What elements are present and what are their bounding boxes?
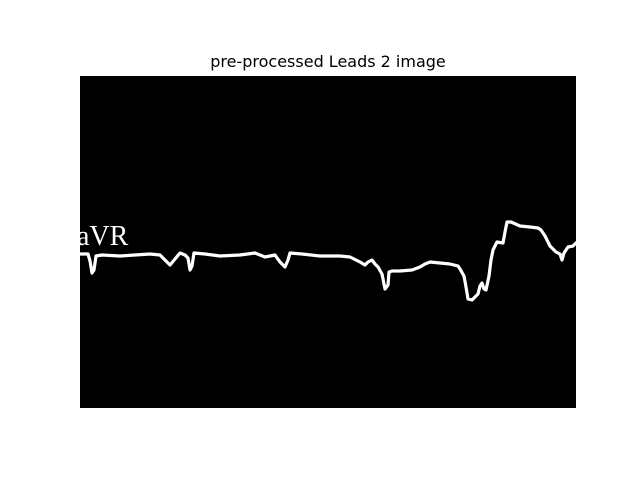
ecg-image-panel: aVR [80, 76, 576, 408]
ecg-trace [80, 220, 576, 302]
lead-label: aVR [80, 221, 129, 252]
ecg-waveform [80, 220, 576, 302]
figure-title: pre-processed Leads 2 image [210, 52, 446, 71]
